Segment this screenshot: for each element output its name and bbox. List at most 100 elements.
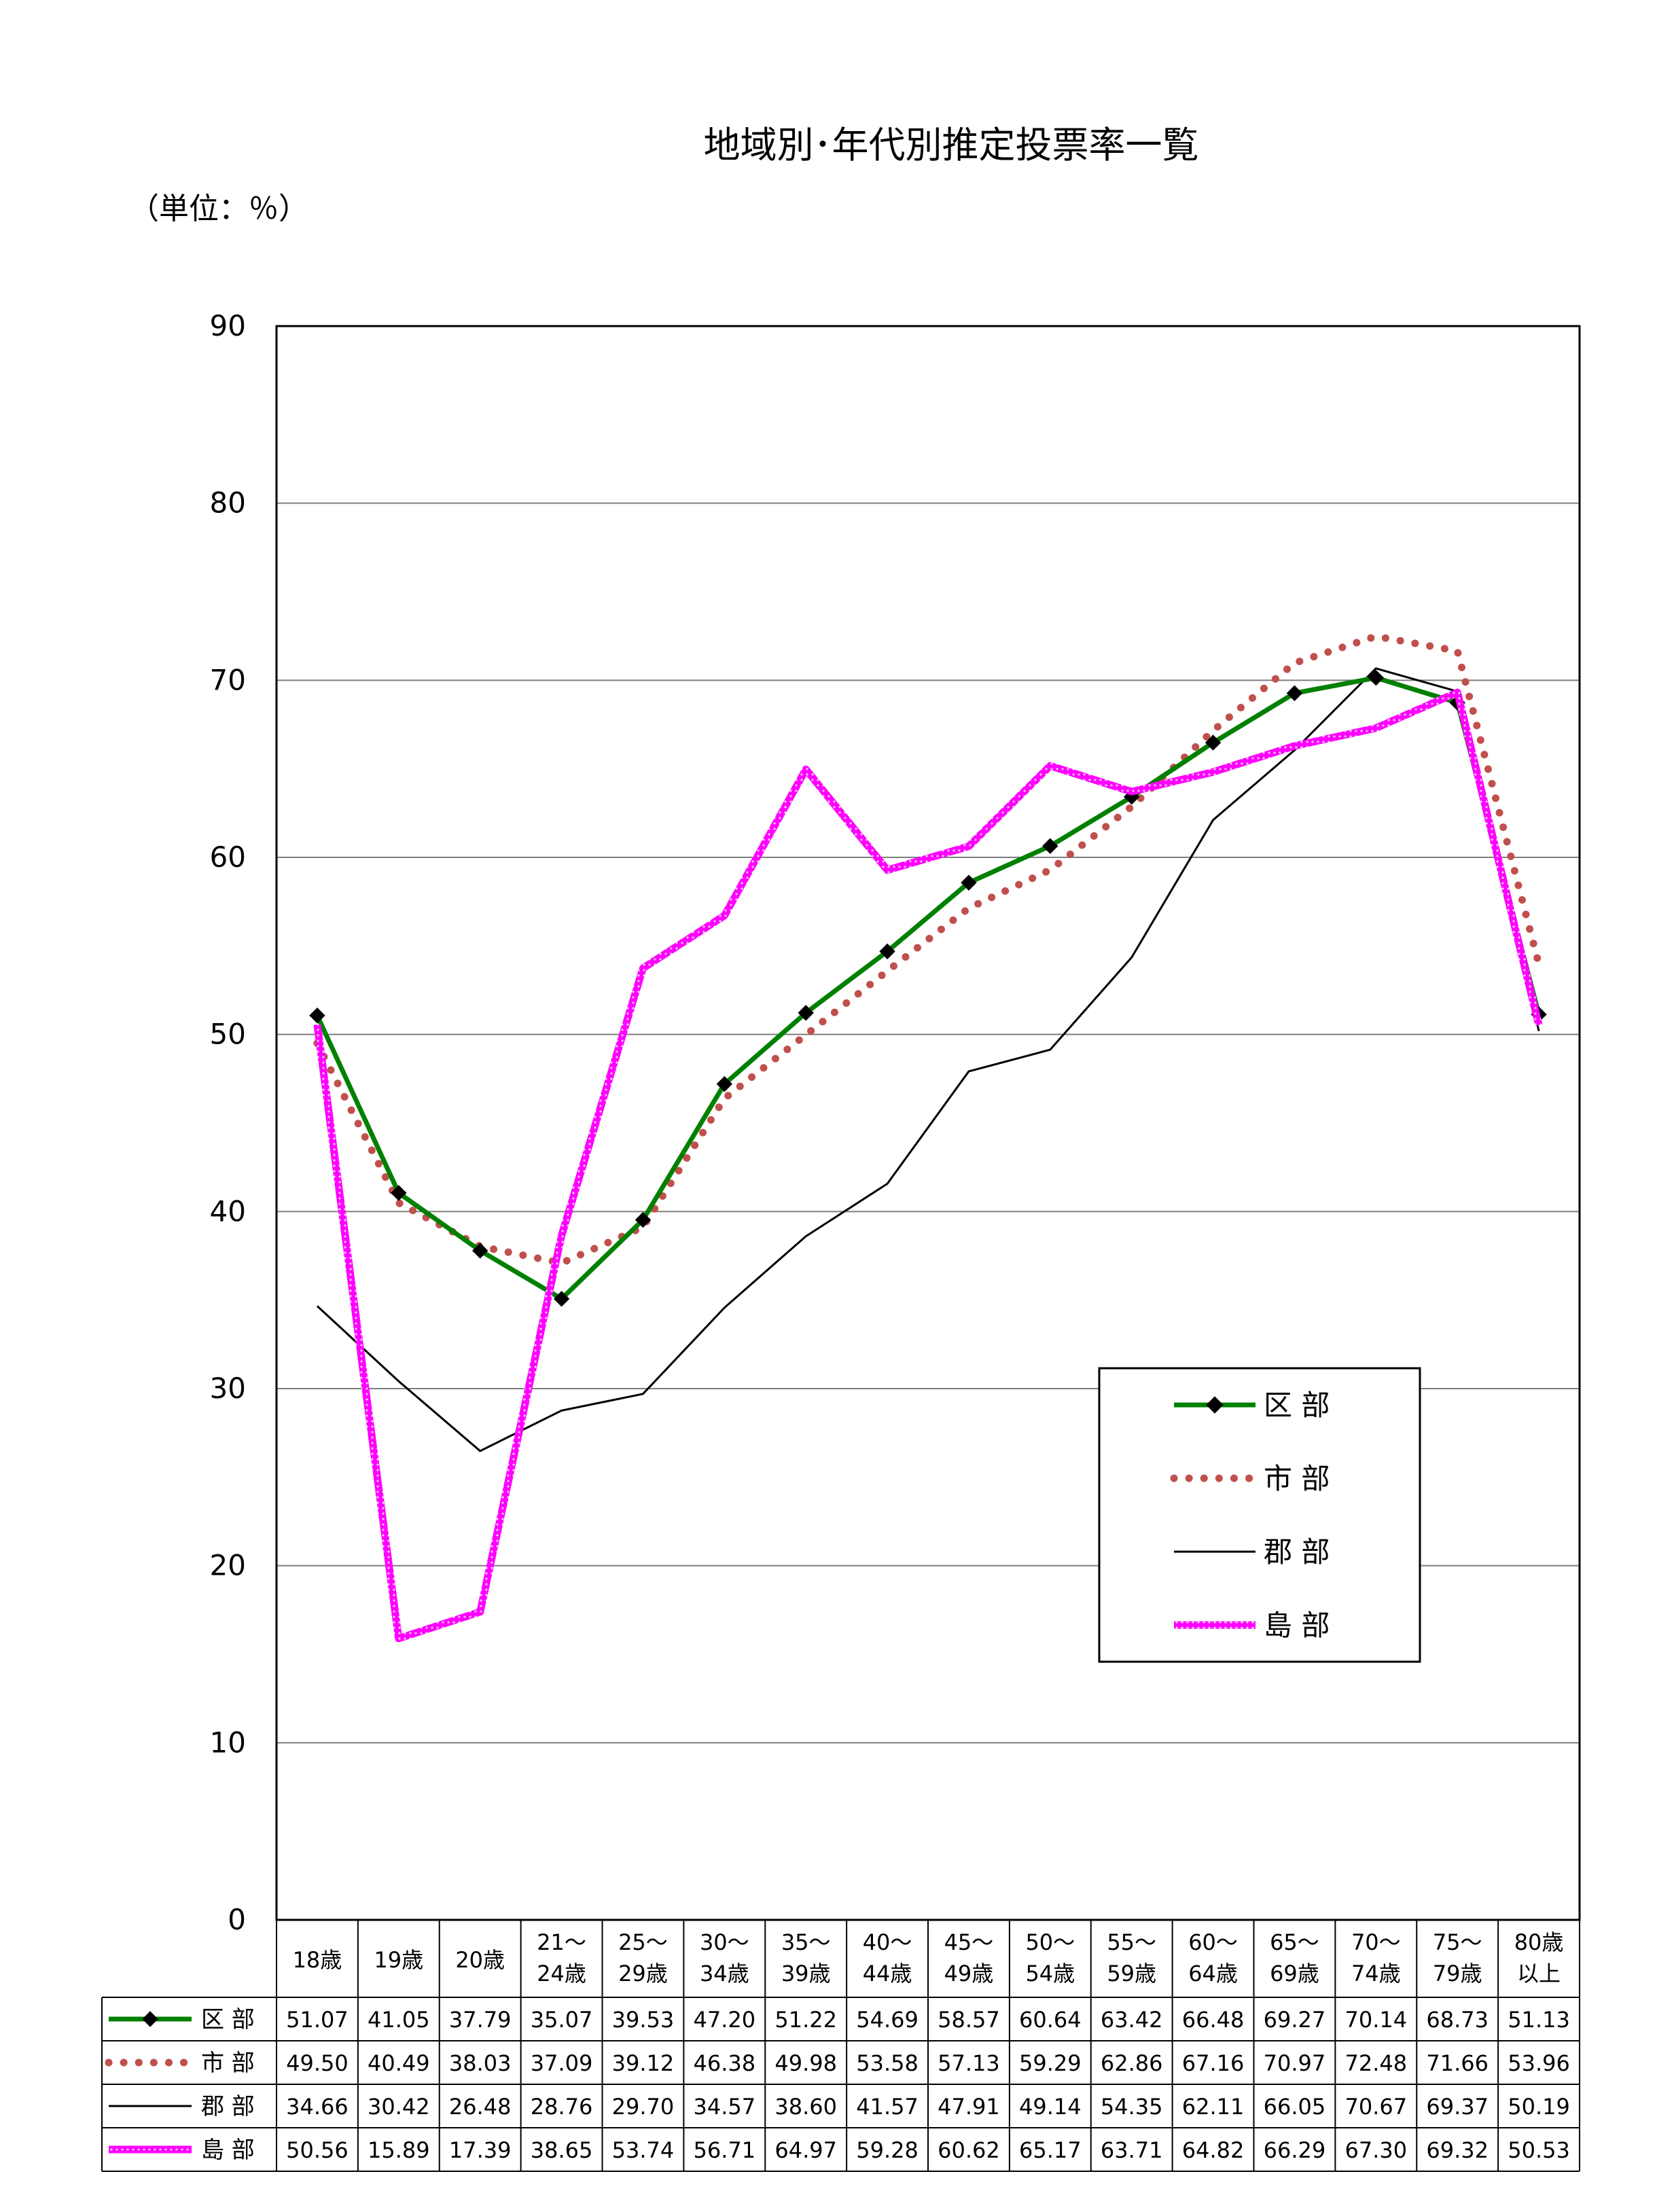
x-category-label: 44歳 — [863, 1961, 912, 1986]
legend-entry-label: 区 部 — [1264, 1389, 1330, 1422]
x-category-label: 21～ — [537, 1929, 586, 1955]
table-cell-value: 50.56 — [286, 2137, 349, 2163]
data-point-marker — [635, 1211, 652, 1228]
table-cell-value: 38.03 — [449, 2050, 512, 2076]
x-category-label: 35～ — [781, 1929, 831, 1955]
x-category-label: 79歳 — [1433, 1961, 1482, 1986]
x-category-label: 40～ — [863, 1929, 912, 1955]
x-category-label: 64歳 — [1188, 1961, 1238, 1986]
table-cell-value: 59.28 — [856, 2137, 919, 2163]
x-category-label: 18歳 — [293, 1947, 342, 1973]
data-point-marker — [716, 1075, 733, 1092]
x-category-label: 25～ — [618, 1929, 668, 1955]
table-cell-value: 50.53 — [1508, 2137, 1570, 2163]
table-cell-value: 30.42 — [368, 2094, 430, 2120]
table-cell-value: 70.67 — [1345, 2094, 1408, 2120]
x-category-label: 74歳 — [1351, 1961, 1401, 1986]
x-category-label: 49歳 — [944, 1961, 994, 1986]
series-line-2 — [313, 632, 1543, 1267]
table-cell-value: 51.07 — [286, 2007, 349, 2033]
table-cell-value: 58.57 — [938, 2007, 1000, 2033]
x-category-label: 34歳 — [700, 1961, 749, 1986]
table-cell-value: 66.48 — [1182, 2007, 1245, 2033]
y-tick-label: 80 — [210, 486, 246, 520]
y-tick-label: 0 — [228, 1903, 246, 1936]
table-cell-value: 60.64 — [1019, 2007, 1082, 2033]
x-category-label: 50～ — [1025, 1929, 1075, 1955]
table-cell-value: 69.27 — [1264, 2007, 1326, 2033]
table-cell-value: 69.32 — [1426, 2137, 1489, 2163]
data-point-marker — [1042, 838, 1058, 855]
table-cell-value: 39.53 — [612, 2007, 675, 2033]
table-series-label: 島 部 — [201, 2137, 255, 2164]
table-cell-value: 60.62 — [938, 2137, 1000, 2163]
table-cell-value: 15.89 — [368, 2137, 430, 2163]
table-cell-value: 66.29 — [1264, 2137, 1326, 2163]
table-cell-value: 54.35 — [1101, 2094, 1163, 2120]
plot-area-border — [275, 325, 1581, 1921]
legend-box — [1098, 1367, 1421, 1663]
x-category-label: 以上 — [1517, 1961, 1561, 1986]
legend-entry-label: 市 部 — [1264, 1462, 1330, 1495]
table-cell-value: 63.42 — [1101, 2007, 1163, 2033]
x-category-label: 60～ — [1188, 1929, 1238, 1955]
series-line-1 — [315, 675, 1542, 1302]
table-legend-marker — [142, 2011, 158, 2027]
data-point-marker — [553, 1291, 570, 1307]
table-cell-value: 64.97 — [774, 2137, 837, 2163]
table-cell-value: 34.66 — [286, 2094, 349, 2120]
data-point-marker — [1286, 685, 1303, 702]
table-series-label: 区 部 — [201, 2006, 255, 2033]
y-axis-ticks: 0 10 20 30 40 50 60 70 80 90 — [210, 309, 246, 1936]
y-tick-label: 50 — [210, 1018, 246, 1051]
data-point-marker — [879, 943, 895, 960]
x-category-label: 30～ — [700, 1929, 749, 1955]
data-point-marker — [1205, 734, 1222, 751]
data-point-marker — [309, 1007, 325, 1024]
table-series-label: 市 部 — [201, 2050, 255, 2077]
legend: 区 部市 部郡 部島 部 — [1098, 1367, 1421, 1663]
data-point-marker — [1368, 669, 1385, 686]
table-cell-value: 63.71 — [1101, 2137, 1163, 2163]
table-cell-value: 57.13 — [938, 2050, 1000, 2076]
table-cell-value: 46.38 — [694, 2050, 756, 2076]
table-cell-value: 29.70 — [612, 2094, 675, 2120]
table-cell-value: 62.11 — [1182, 2094, 1245, 2120]
table-cell-value: 38.60 — [774, 2094, 837, 2120]
x-category-label: 65～ — [1270, 1929, 1319, 1955]
table-cell-value: 53.74 — [612, 2137, 675, 2163]
table-cell-value: 37.79 — [449, 2007, 512, 2033]
table-cell-value: 62.86 — [1101, 2050, 1163, 2076]
y-tick-label: 90 — [210, 309, 246, 342]
table-cell-value: 64.82 — [1182, 2137, 1245, 2163]
table-cell-value: 26.48 — [449, 2094, 512, 2120]
x-category-label: 54歳 — [1025, 1961, 1075, 1986]
y-tick-label: 30 — [210, 1372, 246, 1405]
table-cell-value: 39.12 — [612, 2050, 675, 2076]
data-point-marker — [961, 874, 977, 891]
table-cell-value: 49.14 — [1019, 2094, 1082, 2120]
data-point-marker — [471, 1243, 488, 1259]
table-cell-value: 53.58 — [856, 2050, 919, 2076]
table-cell-value: 37.09 — [531, 2050, 593, 2076]
series-line-3 — [316, 667, 1540, 1452]
table-cell-value: 51.13 — [1508, 2007, 1570, 2033]
table-cell-value: 40.49 — [368, 2050, 430, 2076]
x-category-label: 55～ — [1107, 1929, 1156, 1955]
table-cell-value: 69.37 — [1426, 2094, 1489, 2120]
y-tick-label: 20 — [210, 1549, 246, 1582]
table-cell-value: 67.30 — [1345, 2137, 1408, 2163]
data-table: 18歳 19歳 20歳 21～ 24歳 25～ 29歳 30～ 34歳 35～ 39歳 40～ 44歳 4… — [101, 1919, 1580, 2172]
x-category-label: 75～ — [1433, 1929, 1482, 1955]
data-point-marker — [798, 1005, 814, 1021]
series-line-4 — [313, 688, 1543, 1643]
x-category-label: 19歳 — [374, 1947, 423, 1973]
y-tick-label: 60 — [210, 840, 246, 874]
x-category-label: 80歳 — [1514, 1929, 1564, 1955]
x-category-label: 45～ — [944, 1929, 994, 1955]
table-cell-value: 41.57 — [856, 2094, 919, 2120]
x-category-label: 20歳 — [455, 1947, 505, 1973]
table-cell-value: 51.22 — [774, 2007, 837, 2033]
table-cell-value: 50.19 — [1508, 2094, 1570, 2120]
